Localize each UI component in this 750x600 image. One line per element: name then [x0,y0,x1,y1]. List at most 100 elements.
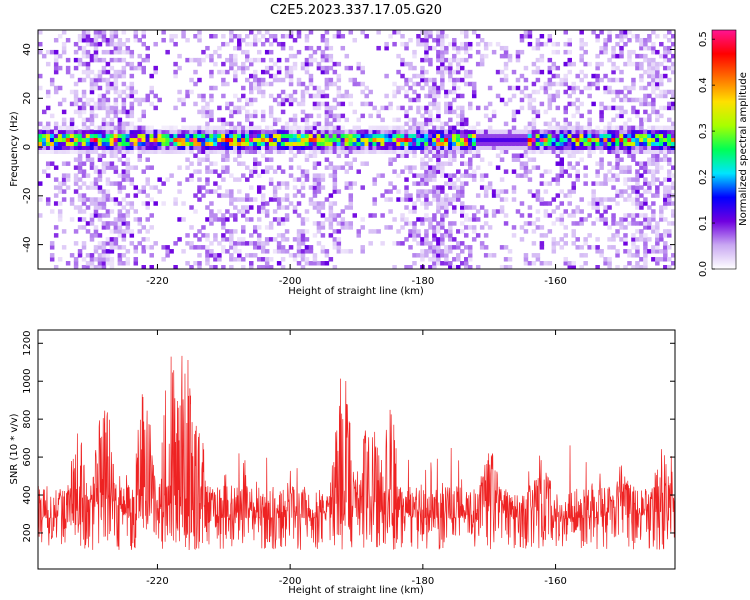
spectrogram-cell [324,101,330,107]
spectrogram-cell [444,161,449,166]
spectrogram-cell [519,153,525,158]
spectrogram-cell [65,137,71,143]
spectrogram-cell [288,77,294,83]
spectrogram-cell [109,165,115,170]
spectrogram-cell [121,125,127,131]
spectrogram-cell [491,113,497,119]
spectrogram-cell [205,217,210,222]
spectrogram-cell [245,205,250,210]
spectrogram-cell [249,73,254,79]
spectrogram-cell [109,261,115,266]
spectrogram-cell [583,253,588,258]
colorbar-title: Normalized spectral amplitude [738,72,749,226]
spectrogram-cell [547,77,553,83]
spectrogram-cell [599,165,604,170]
spectrogram-cell [157,145,162,150]
spectrogram-cell [404,137,409,143]
spectrogram-cell [424,133,429,139]
spectrogram-cell [229,30,234,35]
spectrogram-cell [352,149,357,154]
spectrogram-cell [388,161,393,166]
spectrogram-cell [615,157,620,162]
spectrogram-cell [452,69,457,75]
spectrogram-cell [344,137,350,143]
spectrogram-cell [53,69,59,75]
spectrogram-cell [444,121,449,127]
spectrogram-cell [376,30,381,35]
spectrogram-cell [77,249,83,254]
spectrogram-cell [563,89,568,95]
spectrogram-cell [555,121,561,127]
spectrogram-cell [225,229,230,234]
spectrogram-cell [185,165,190,170]
spectrogram-cell [412,181,417,186]
spectrogram-cell [61,45,67,51]
spectrogram-cell [420,113,425,119]
spectrogram-cell [555,81,561,87]
spectrogram-cell [655,189,660,194]
spectrogram-cell [93,77,99,83]
spectrogram-cell [448,105,453,111]
spectrogram-cell [360,145,365,150]
spectrogram-cell [77,153,83,158]
spectrogram-cell [396,149,401,154]
spectrogram-cell [121,217,127,222]
spectrogram-cell [332,185,338,190]
spectrogram-y-axis-title: Frequency (Hz) [9,111,20,187]
spectrogram-cell [81,45,87,51]
spectrogram-cell [241,141,246,147]
spectrogram-cell [264,201,270,206]
spectrogram-cell [499,189,505,194]
spectrogram-cell [121,73,127,79]
spectrogram-cell [659,141,664,147]
spectrogram-cell [635,261,640,266]
spectrogram-cell [141,169,146,174]
spectrogram-cell [85,141,91,147]
spectrogram-cell [651,133,656,139]
spectrogram-cell [460,249,465,254]
spectrogram-cell [599,145,604,150]
spectrogram-cell [527,177,533,182]
spectrogram-cell [229,193,234,198]
spectrogram-cell [121,185,127,190]
spectrogram-cell [185,145,190,150]
spectrogram-cell [659,113,664,119]
spectrogram-cell [229,197,234,202]
spectrogram-cell [519,133,525,139]
spectrogram-cell [587,109,592,115]
spectrogram-cell [61,245,67,250]
spectrogram-cell [511,189,517,194]
spectrogram-cell [197,37,202,43]
spectrogram-cell [575,125,580,131]
spectrogram-cell [503,49,509,55]
spectrogram-cell [324,261,330,266]
spectrogram-cell [511,117,517,123]
spectrogram-cell [543,181,549,186]
spectrogram-cell [519,201,525,206]
spectrogram-cell [523,137,529,143]
spectrogram-cell [85,229,91,234]
spectrogram-cell [213,265,218,270]
spectrogram-cell [137,65,143,71]
spectrogram-cell [663,49,668,55]
spectrogram-cell [667,233,672,238]
spectrogram-cell [177,181,182,186]
spectrogram-cell [284,133,290,139]
spectrogram-cell [543,41,549,47]
spectrogram-cell [328,125,334,131]
spectrogram-cell [89,265,95,270]
spectrogram-cell [631,233,636,238]
spectrogram-cell [300,249,306,254]
spectrogram-cell [320,65,326,71]
spectrogram-cell [579,217,584,222]
spectrogram-cell [121,69,127,75]
spectrogram-cell [181,201,186,206]
spectrogram-cell [619,165,624,170]
spectrogram-cell [563,169,568,174]
spectrogram-cell [471,129,477,135]
spectrogram-cell [416,233,421,238]
spectrogram-cell [165,137,170,143]
spectrogram-cell [205,169,210,174]
spectrogram-cell [292,53,298,59]
spectrogram-cell [97,57,103,63]
